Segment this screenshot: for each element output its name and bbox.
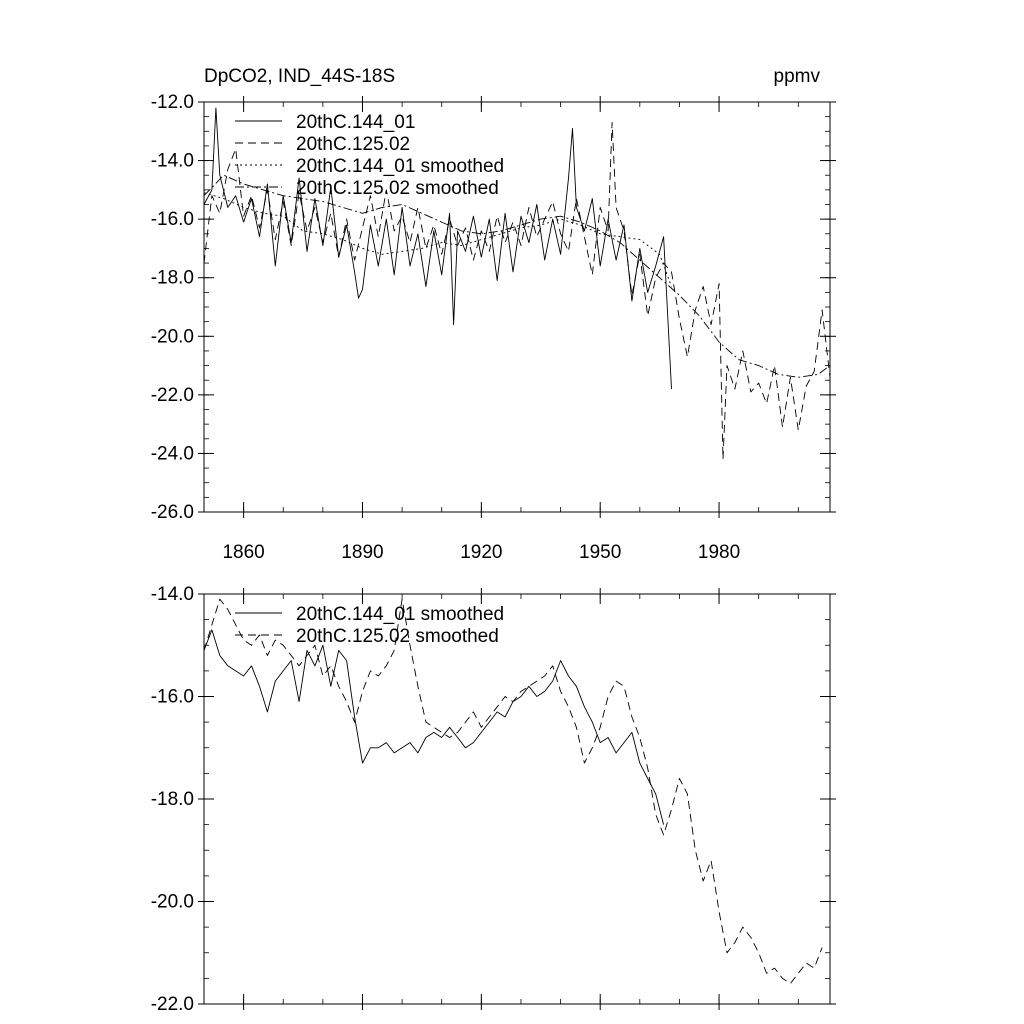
y-tick-label: -16.0 xyxy=(151,209,194,230)
series-line-3 xyxy=(203,192,672,287)
x-tick-label: 1860 xyxy=(222,542,264,563)
legend-label-4: 20thC.125.02 smoothed xyxy=(296,178,499,199)
y-tick-label: -24.0 xyxy=(151,443,194,464)
series-line-2 xyxy=(203,122,831,460)
series-line-2 xyxy=(203,598,823,984)
legend-label-2: 20thC.125.02 smoothed xyxy=(296,626,499,647)
units-label: ppmv xyxy=(774,66,821,87)
y-tick-label: -16.0 xyxy=(151,687,194,708)
top-panel: -12.0 -14.0 -16.0 -18.0 -20.0 -22.0 -24.0 -26.0… xyxy=(151,92,836,563)
y-tick-label: -20.0 xyxy=(151,326,194,347)
series-line-4 xyxy=(203,174,831,378)
chart-title: DpCO2, IND_44S-18S xyxy=(204,66,395,87)
y-tick-label: -18.0 xyxy=(151,268,194,289)
y-tick-label: -20.0 xyxy=(151,892,194,913)
legend-label-3: 20thC.144_01 smoothed xyxy=(296,156,504,177)
y-tick-label: -18.0 xyxy=(151,789,194,810)
y-tick-label: -26.0 xyxy=(151,502,194,523)
legend-label-2: 20thC.125.02 xyxy=(296,134,410,155)
y-tick-label: -22.0 xyxy=(151,385,194,406)
x-tick-label: 1920 xyxy=(460,542,502,563)
x-tick-label: 1950 xyxy=(579,542,621,563)
y-tick-label: -14.0 xyxy=(151,584,194,605)
series-line-1 xyxy=(203,107,672,390)
series-line-1 xyxy=(203,629,665,825)
legend-label-1: 20thC.144_01 xyxy=(296,112,415,133)
y-tick-label: -22.0 xyxy=(151,994,194,1015)
x-tick-label: 1980 xyxy=(698,542,740,563)
x-tick-label: 1890 xyxy=(341,542,383,563)
y-tick-label: -14.0 xyxy=(151,151,194,172)
y-tick-label: -12.0 xyxy=(151,92,194,113)
